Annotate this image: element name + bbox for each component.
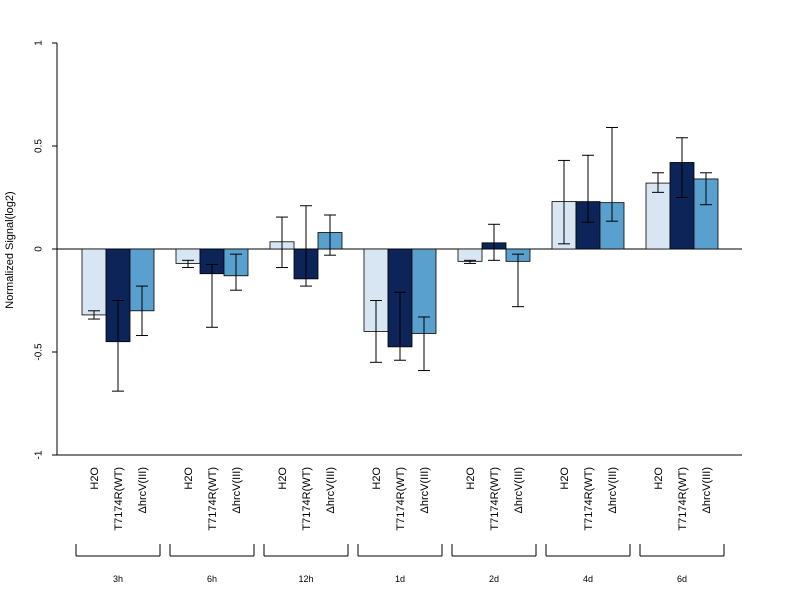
- category-label: ΔhrcV(III): [513, 467, 525, 513]
- y-tick-label: -1: [34, 450, 45, 459]
- y-tick-label: -0.5: [34, 343, 45, 361]
- category-label: H2O: [653, 467, 665, 490]
- error-bars: [88, 126, 712, 392]
- group-label: 4d: [583, 574, 593, 584]
- group-label: 6d: [677, 574, 687, 584]
- category-labels: H2O T7174R(WT) ΔhrcV(III) 3h H2O T7174R(WT) Δh…: [75, 467, 725, 584]
- category-label: ΔhrcV(III): [419, 467, 431, 513]
- category-label: H2O: [183, 467, 195, 490]
- category-label: H2O: [371, 467, 383, 490]
- y-tick-label: 1: [34, 40, 45, 46]
- category-label: T7174R(WT): [677, 467, 689, 531]
- category-label: T7174R(WT): [207, 467, 219, 531]
- category-label: T7174R(WT): [395, 467, 407, 531]
- category-label: ΔhrcV(III): [325, 467, 337, 513]
- category-label: H2O: [89, 467, 101, 490]
- y-axis-label: Normalized Signal(log2): [4, 191, 16, 308]
- category-label: ΔhrcV(III): [607, 467, 619, 513]
- category-label: H2O: [277, 467, 289, 490]
- category-label: ΔhrcV(III): [231, 467, 243, 513]
- category-label: T7174R(WT): [583, 467, 595, 531]
- bar: [457, 248, 483, 262]
- category-label: T7174R(WT): [489, 467, 501, 531]
- bar: [645, 182, 671, 250]
- category-label: T7174R(WT): [301, 467, 313, 531]
- y-tick-label: 0.5: [34, 139, 45, 153]
- y-tick-label: 0: [34, 246, 45, 252]
- group-label: 1d: [395, 574, 405, 584]
- category-label: ΔhrcV(III): [137, 467, 149, 513]
- category-label: H2O: [465, 467, 477, 490]
- category-label: T7174R(WT): [113, 467, 125, 531]
- group-label: 12h: [298, 574, 313, 584]
- group-label: 6h: [207, 574, 217, 584]
- bar: [81, 248, 107, 316]
- group-label: 2d: [489, 574, 499, 584]
- group-label: 3h: [113, 574, 123, 584]
- category-label: ΔhrcV(III): [701, 467, 713, 513]
- category-label: H2O: [559, 467, 571, 490]
